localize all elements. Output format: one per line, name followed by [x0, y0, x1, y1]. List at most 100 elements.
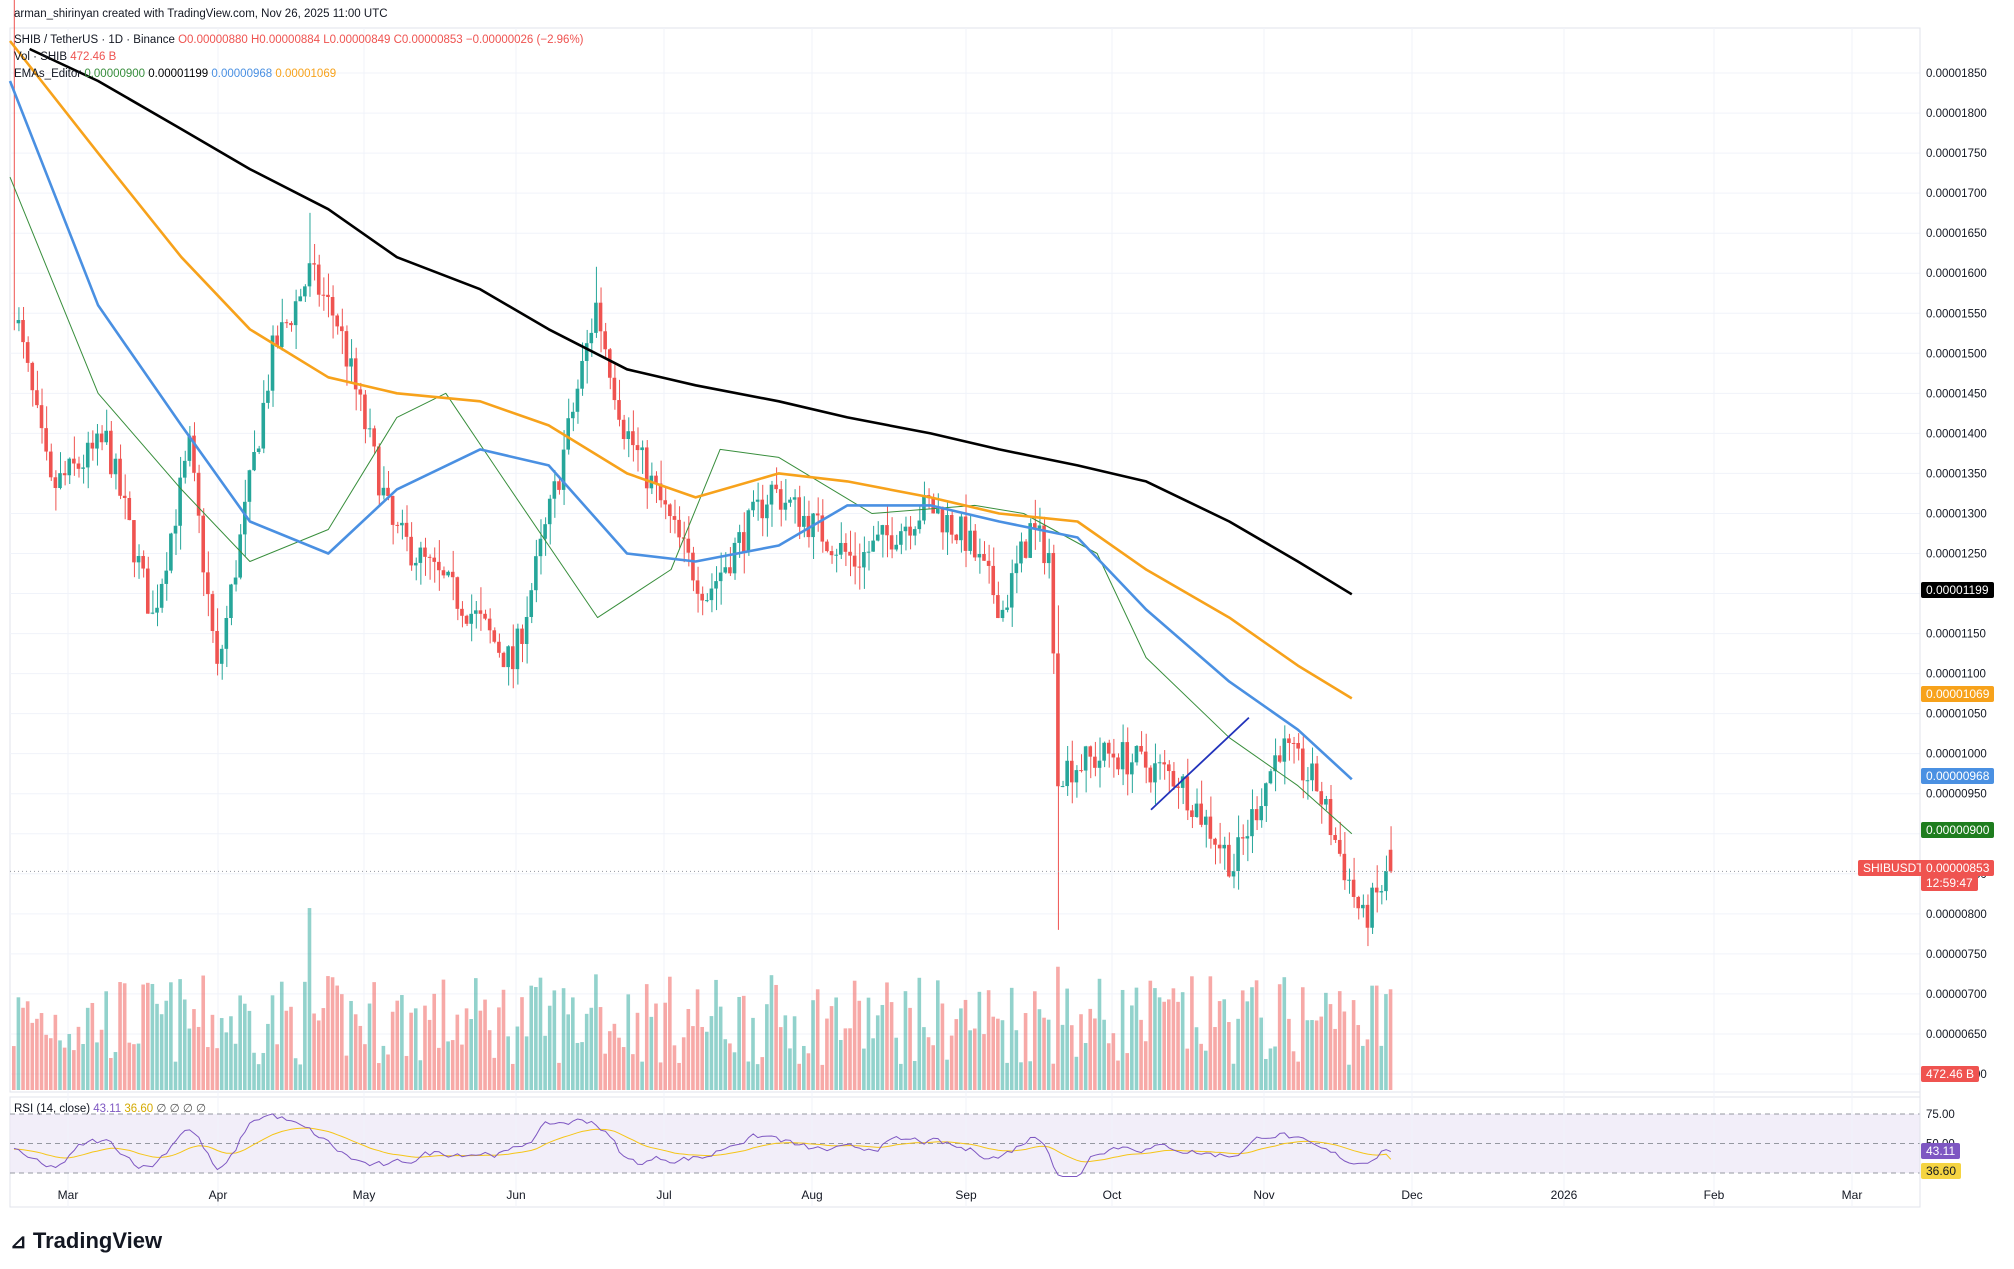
candle-body: [977, 553, 982, 558]
rsi-label[interactable]: RSI (14, close): [14, 1103, 91, 1115]
candle-body: [219, 648, 224, 664]
candle-body: [1033, 523, 1037, 529]
volume-bar: [423, 1005, 427, 1090]
volume-bar: [256, 1064, 261, 1090]
volume-bar: [1185, 1048, 1190, 1090]
candle-body: [1268, 771, 1273, 784]
candle-body: [1134, 745, 1139, 763]
candle-body: [603, 331, 607, 350]
tradingview-logo[interactable]: ⊿ TradingView: [10, 1228, 162, 1254]
volume-bar: [1079, 1014, 1083, 1090]
candle-body: [723, 567, 728, 573]
volume-bar: [395, 1000, 400, 1090]
volume-bar: [945, 1059, 949, 1090]
volume-bar: [603, 1053, 607, 1090]
price-axis-label: 0.00001300: [1926, 508, 1987, 520]
candle-body: [261, 402, 266, 449]
price-axis-label: 0.00001150: [1926, 629, 1986, 641]
candle-body: [1143, 751, 1148, 768]
candle-body: [1296, 742, 1300, 749]
candle-body: [552, 481, 557, 499]
volume-bar: [1337, 991, 1342, 1090]
volume-bar: [1028, 1061, 1032, 1090]
volume-bar: [774, 984, 778, 1090]
volume-bar: [247, 1010, 252, 1090]
volume-bar: [543, 1035, 547, 1090]
volume-bar: [1273, 1046, 1277, 1090]
volume-bar: [594, 974, 598, 1090]
volume-bar: [815, 989, 820, 1090]
ohlc-legend[interactable]: SHIB / TetherUS · 1D · Binance O0.000008…: [14, 34, 584, 46]
candle-body: [1324, 798, 1328, 805]
volume-bar: [450, 1040, 455, 1090]
volume-bar: [626, 994, 631, 1090]
candle-body: [626, 431, 631, 440]
volume-bar: [672, 1045, 677, 1090]
candle-body: [1125, 742, 1130, 775]
volume-bar: [1217, 1001, 1222, 1090]
volume-bar: [1250, 987, 1254, 1090]
volume-bar: [192, 1009, 196, 1090]
volume-bar: [1074, 1056, 1079, 1090]
volume-bar: [1291, 1051, 1296, 1090]
candle-body: [1342, 853, 1347, 881]
volume-tag: 472.46 B: [1921, 1066, 1980, 1082]
volume-bar: [363, 1044, 367, 1090]
candle-body: [173, 525, 178, 534]
ema-label[interactable]: EMAs_Editor: [14, 68, 82, 80]
volume-bar: [390, 1011, 395, 1090]
vol-label[interactable]: Vol · SHIB: [14, 51, 68, 63]
volume-bar: [571, 997, 575, 1090]
volume-bar: [1056, 966, 1060, 1090]
candle-body: [1213, 838, 1217, 845]
candle-body: [340, 326, 344, 332]
volume-bar: [875, 1015, 880, 1090]
symbol-label[interactable]: SHIB / TetherUS · 1D · Binance: [14, 34, 175, 46]
candle-body: [746, 510, 751, 552]
volume-bar: [219, 1018, 224, 1090]
candle-body: [797, 497, 801, 527]
volume-bar: [95, 1042, 99, 1090]
volume-bar: [691, 1026, 695, 1090]
rsi-legend[interactable]: RSI (14, close) 43.11 36.60 ∅ ∅ ∅ ∅: [14, 1101, 206, 1115]
candle-body: [1000, 609, 1005, 619]
price-axis-label: 0.00000800: [1926, 909, 1987, 921]
volume-bar: [788, 1048, 792, 1090]
volume-bar: [557, 1062, 561, 1090]
candle-body: [903, 526, 908, 532]
candle-body: [178, 477, 182, 526]
candle-body: [922, 495, 926, 521]
vol-value: 472.46 B: [70, 51, 117, 63]
candle-body: [949, 514, 954, 535]
volume-bar: [104, 991, 108, 1090]
candle-body: [515, 628, 520, 670]
volume-bar: [460, 1044, 464, 1090]
candle-body: [1277, 755, 1282, 762]
volume-legend[interactable]: Vol · SHIB 472.46 B: [14, 51, 116, 63]
volume-bar: [1296, 1061, 1300, 1090]
candle-body: [1347, 879, 1351, 881]
low-value: L0.00000849: [323, 34, 391, 46]
volume-bar: [751, 1017, 755, 1090]
volume-bar: [1208, 976, 1213, 1090]
rsi-line: [13, 1113, 1391, 1177]
volume-bar: [275, 1044, 279, 1090]
ema-legend[interactable]: EMAs_Editor 0.00000900 0.00001199 0.0000…: [14, 68, 336, 80]
candle-body: [62, 473, 67, 476]
candle-body: [1259, 806, 1263, 821]
candle-body: [386, 487, 390, 497]
volume-bar: [848, 1028, 852, 1090]
volume-bar: [1379, 1045, 1384, 1090]
candle-body: [413, 562, 418, 566]
volume-bar: [215, 1048, 219, 1090]
candle-body: [1273, 755, 1277, 772]
candle-body: [1106, 742, 1111, 754]
candle-body: [561, 449, 566, 490]
volume-bar: [155, 1003, 159, 1090]
candle-body: [718, 572, 723, 582]
credit-text: arman_shirinyan created with TradingView…: [14, 8, 388, 20]
volume-bar: [62, 1047, 67, 1090]
volume-bar: [224, 1032, 229, 1090]
ema-line-ema20: [9, 176, 1353, 835]
